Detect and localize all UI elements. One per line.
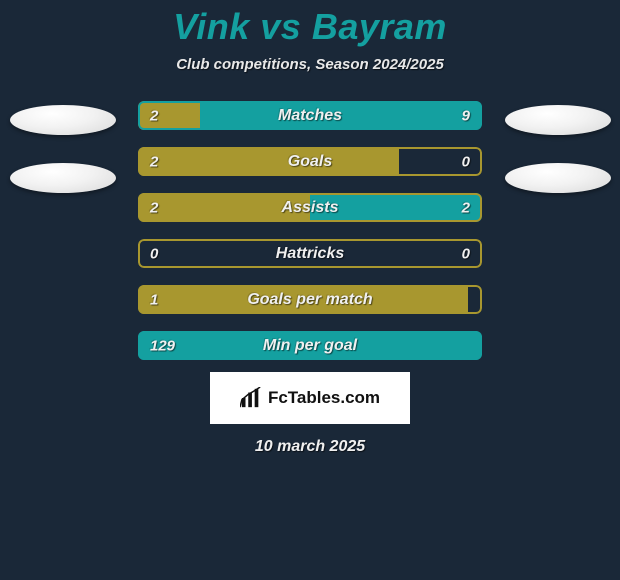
stat-label: Assists bbox=[282, 199, 339, 217]
stat-label: Goals bbox=[288, 153, 332, 171]
stat-right-value: 9 bbox=[462, 107, 470, 124]
left-badge-1 bbox=[10, 105, 116, 135]
stat-right-value: 0 bbox=[462, 245, 470, 262]
stat-label: Hattricks bbox=[276, 245, 344, 263]
stat-label: Goals per match bbox=[247, 291, 372, 309]
stat-right-value: 0 bbox=[462, 153, 470, 170]
stat-bars: 2 9 Matches 2 0 Goals 2 2 Assists 0 0 Hattricks 1 Goa… bbox=[138, 101, 482, 360]
stat-row: 129 Min per goal bbox=[138, 331, 482, 360]
stat-left-value: 129 bbox=[150, 337, 175, 354]
stat-left-value: 2 bbox=[150, 199, 158, 216]
stat-row: 2 2 Assists bbox=[138, 193, 482, 222]
stat-left-fill bbox=[138, 147, 399, 176]
left-badge-2 bbox=[10, 163, 116, 193]
stat-left-value: 1 bbox=[150, 291, 158, 308]
stat-row: 2 0 Goals bbox=[138, 147, 482, 176]
stat-row: 1 Goals per match bbox=[138, 285, 482, 314]
stat-row: 0 0 Hattricks bbox=[138, 239, 482, 268]
stat-row: 2 9 Matches bbox=[138, 101, 482, 130]
comparison-main: 2 9 Matches 2 0 Goals 2 2 Assists 0 0 Hattricks 1 Goa… bbox=[0, 101, 620, 360]
comparison-title: Vink vs Bayram bbox=[0, 0, 620, 48]
stat-left-fill bbox=[138, 101, 200, 130]
stat-left-value: 2 bbox=[150, 153, 158, 170]
stat-left-value: 0 bbox=[150, 245, 158, 262]
right-badge-2 bbox=[505, 163, 611, 193]
stat-left-value: 2 bbox=[150, 107, 158, 124]
stat-label: Matches bbox=[278, 107, 342, 125]
branding-text: FcTables.com bbox=[268, 388, 380, 408]
chart-icon bbox=[240, 387, 262, 409]
stat-label: Min per goal bbox=[263, 337, 357, 355]
left-player-badges bbox=[5, 101, 120, 193]
right-player-badges bbox=[500, 101, 615, 193]
stat-right-value: 2 bbox=[462, 199, 470, 216]
comparison-subtitle: Club competitions, Season 2024/2025 bbox=[0, 56, 620, 73]
branding-box: FcTables.com bbox=[210, 372, 410, 424]
snapshot-date: 10 march 2025 bbox=[0, 438, 620, 456]
right-badge-1 bbox=[505, 105, 611, 135]
